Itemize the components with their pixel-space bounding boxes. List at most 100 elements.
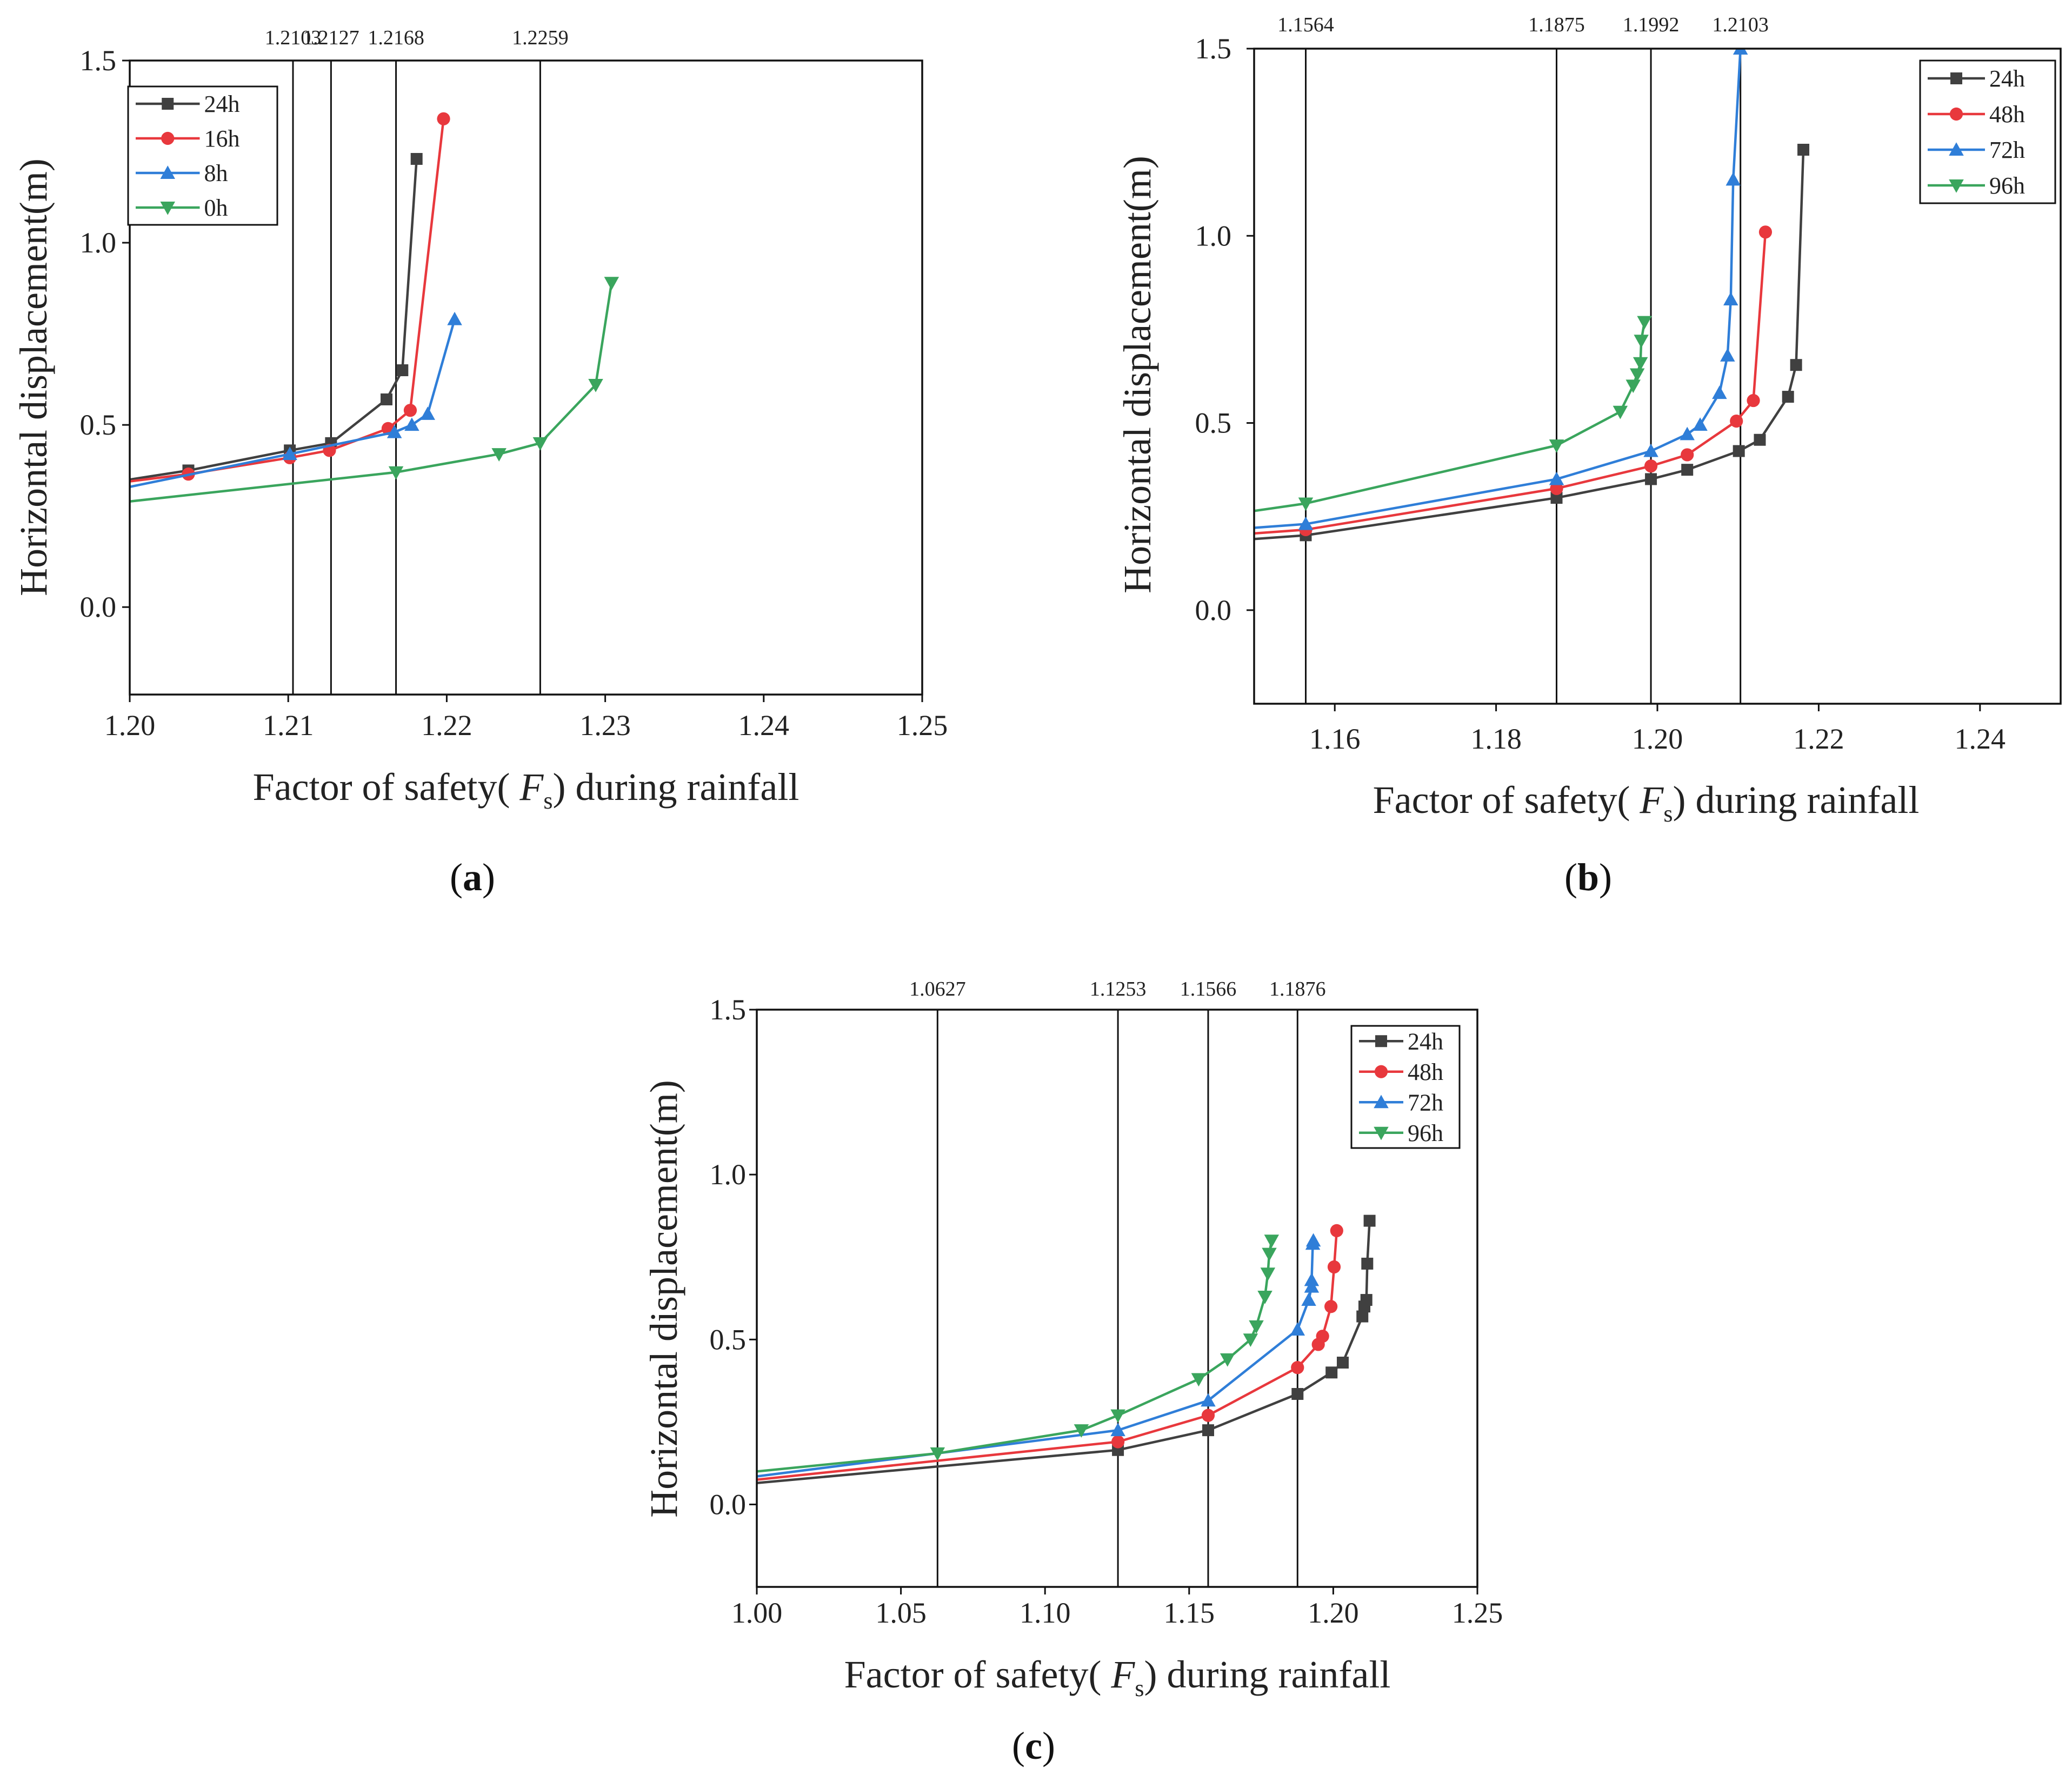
reference-line-label: 1.1566 <box>1180 978 1237 1000</box>
reference-line-label: 1.1876 <box>1269 978 1326 1000</box>
data-point <box>1629 368 1645 382</box>
data-point <box>1110 1423 1125 1437</box>
legend: 24h 48h 72h 96h <box>1350 1025 1461 1149</box>
data-point <box>1613 405 1628 419</box>
x-tick-label: 1.20 <box>104 709 156 742</box>
x-axis-label-variable: F <box>1639 778 1664 822</box>
data-point <box>1298 516 1314 530</box>
data-point <box>387 424 402 438</box>
data-point <box>1754 433 1766 446</box>
legend-marker <box>162 98 174 110</box>
caption-letter: b <box>1577 856 1599 899</box>
caption: (b) <box>1564 856 1612 899</box>
x-tick-label: 1.20 <box>1308 1597 1359 1629</box>
data-point <box>604 277 619 290</box>
data-point <box>532 437 548 451</box>
data-point <box>1291 1387 1304 1400</box>
series-group <box>757 1215 1376 1485</box>
data-point <box>1360 1294 1373 1306</box>
caption-close-paren: ) <box>1599 856 1612 899</box>
data-point <box>1758 225 1773 239</box>
x-tick-label: 1.25 <box>1452 1597 1503 1629</box>
y-axis-label: Horizontal displacement(m) <box>1116 156 1159 593</box>
data-point <box>1291 1361 1304 1374</box>
x-tick-label: 1.18 <box>1470 723 1522 755</box>
data-point <box>1298 497 1314 511</box>
data-point <box>1625 379 1641 393</box>
data-point <box>1733 445 1745 457</box>
x-axis-label-suffix: ) during rainfall <box>1144 1653 1391 1696</box>
chart-b: 1.1564 1.1875 1.1992 1.2103 1.16 1.18 1.20 1.22… <box>1116 14 2062 899</box>
y-tick-label: 0.0 <box>1195 594 1232 626</box>
y-tick-label: 0.5 <box>1195 407 1232 439</box>
x-tick-label: 1.24 <box>738 709 790 742</box>
data-point <box>1549 471 1564 485</box>
caption-open-paren: ( <box>450 856 463 899</box>
x-tick-label: 1.05 <box>875 1597 927 1629</box>
reference-line-label: 1.2168 <box>368 26 424 49</box>
data-point <box>1202 1424 1214 1437</box>
data-point <box>1730 415 1743 428</box>
data-point <box>1681 448 1694 462</box>
x-axis-label-variable: F <box>1110 1653 1135 1696</box>
data-point <box>1201 1409 1215 1422</box>
data-point <box>396 364 409 377</box>
y-axis-label: Horizontal displacement(m) <box>642 1080 685 1518</box>
data-point <box>410 153 423 165</box>
data-point <box>282 446 297 461</box>
legend: 24h 48h 72h 96h <box>1919 59 2056 204</box>
data-point <box>1264 1235 1280 1248</box>
legend-label: 96h <box>1408 1120 1443 1146</box>
data-point <box>1733 49 1748 55</box>
data-point <box>1693 417 1708 431</box>
data-point <box>1782 391 1794 403</box>
caption-open-paren: ( <box>1012 1724 1025 1767</box>
series-group <box>130 112 619 503</box>
data-point <box>1550 482 1563 495</box>
legend-marker <box>1950 72 1962 84</box>
data-point <box>1549 439 1564 453</box>
x-tick-label: 1.15 <box>1164 1597 1215 1629</box>
legend-label: 48h <box>1989 101 2025 128</box>
legend-marker <box>1375 1035 1387 1047</box>
y-tick-label: 0.5 <box>710 1323 747 1356</box>
caption-open-paren: ( <box>1564 856 1577 899</box>
y-axis-label: Horizontal displacement(m) <box>12 158 55 596</box>
data-point <box>1301 1292 1316 1306</box>
data-point <box>1290 1322 1305 1336</box>
reference-line-label: 1.1253 <box>1090 978 1147 1000</box>
data-point <box>403 404 417 417</box>
legend-box <box>1350 1025 1461 1149</box>
reference-line-label: 1.1992 <box>1623 14 1680 36</box>
data-point <box>1725 172 1741 186</box>
legend-label: 48h <box>1408 1059 1443 1085</box>
chart-c: 1.0627 1.1253 1.1566 1.1876 1.00 1.05 1.10 1.15… <box>642 978 1503 1767</box>
x-tick-label: 1.22 <box>421 709 472 742</box>
legend-label: 8h <box>204 160 228 186</box>
series-line-0h <box>130 282 613 503</box>
x-axis-label-prefix: Factor of safety( <box>1373 778 1640 822</box>
legend-marker <box>160 202 175 215</box>
legend-marker <box>1949 142 1964 156</box>
x-tick-label: 1.20 <box>1632 723 1683 755</box>
legend-label: 96h <box>1989 172 2025 199</box>
y-tick-label: 1.5 <box>710 993 747 1026</box>
data-point <box>1680 426 1695 441</box>
legend-marker <box>160 165 175 179</box>
data-point <box>1220 1353 1235 1367</box>
data-point <box>1305 1233 1321 1247</box>
data-point <box>437 112 450 125</box>
series-line-8h <box>130 319 456 488</box>
x-axis-label-subscript: s <box>1135 1675 1144 1701</box>
data-point <box>1720 348 1735 362</box>
reference-line-label: 1.1875 <box>1528 14 1585 36</box>
caption-letter: a <box>463 856 482 899</box>
legend-marker <box>1949 179 1964 193</box>
legend-box <box>1919 59 2056 204</box>
data-point <box>1550 492 1563 504</box>
x-axis-label-prefix: Factor of safety( <box>844 1653 1111 1696</box>
x-tick-label: 1.21 <box>263 709 314 742</box>
x-tick-label: 1.00 <box>731 1597 783 1629</box>
